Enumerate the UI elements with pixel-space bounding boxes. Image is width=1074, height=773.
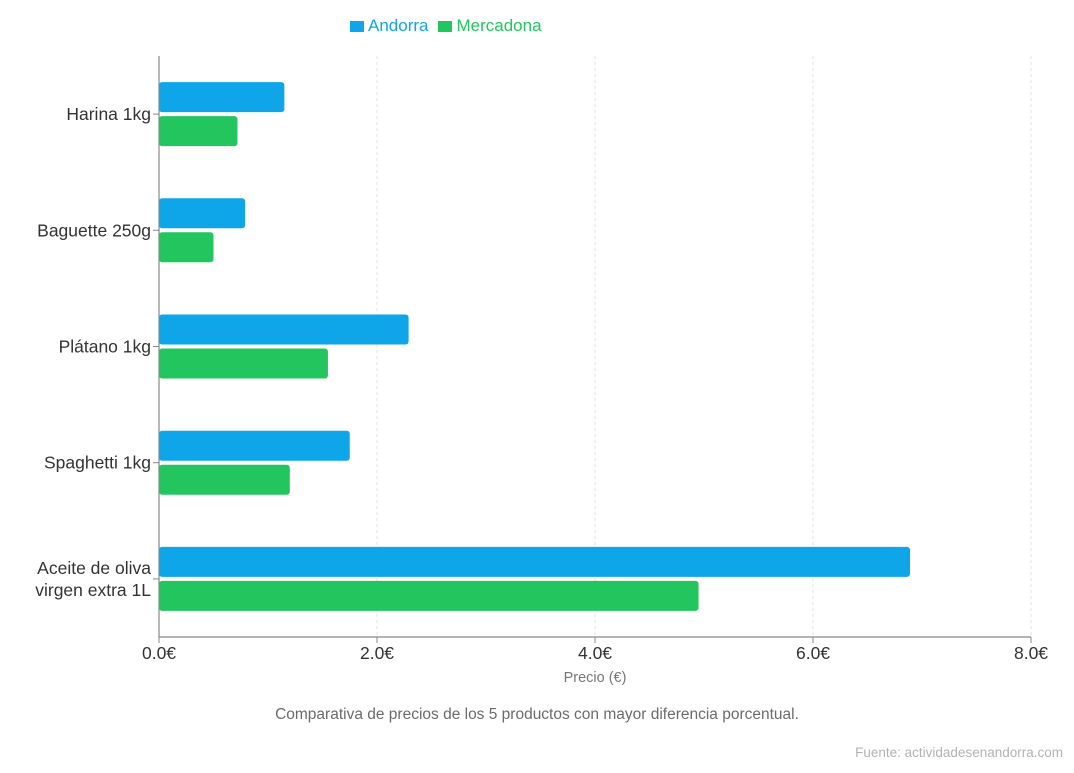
x-axis-title: Precio (€) xyxy=(564,670,627,686)
chart-caption: Comparativa de precios de los 5 producto… xyxy=(275,706,799,723)
x-tick-label: 0.0€ xyxy=(142,643,176,663)
x-tick-label: 6.0€ xyxy=(796,643,830,663)
category-label: Aceite de oliva xyxy=(37,558,151,578)
category-label: Baguette 250g xyxy=(37,220,151,240)
x-tick-label: 8.0€ xyxy=(1014,643,1048,663)
x-tick-label: 2.0€ xyxy=(360,643,394,663)
legend-label-andorra: Andorra xyxy=(368,16,429,35)
bar-andorra-4 xyxy=(159,546,911,577)
bar-andorra-1 xyxy=(159,198,246,229)
bar-mercadona-3 xyxy=(159,464,290,495)
x-tick-label: 4.0€ xyxy=(578,643,612,663)
legend-item-andorra[interactable]: Andorra xyxy=(350,16,428,36)
legend-label-mercadona: Mercadona xyxy=(456,16,542,35)
bar-andorra-0 xyxy=(159,82,285,113)
bar-mercadona-2 xyxy=(159,348,328,379)
legend: Andorra Mercadona xyxy=(350,16,552,36)
source-note: Fuente: actividadesenandorra.com xyxy=(855,745,1063,760)
legend-item-mercadona[interactable]: Mercadona xyxy=(438,16,542,36)
category-label: Harina 1kg xyxy=(66,104,151,124)
legend-swatch-andorra xyxy=(350,20,364,32)
bar-mercadona-4 xyxy=(159,580,699,611)
category-label: virgen extra 1L xyxy=(35,580,151,600)
bar-chart: Harina 1kg Baguette 250g Plátano 1kg Spaghe… xyxy=(35,56,1048,686)
legend-swatch-mercadona xyxy=(438,20,453,32)
category-label: Spaghetti 1kg xyxy=(44,453,151,473)
bar-mercadona-0 xyxy=(159,116,238,147)
bar-andorra-2 xyxy=(159,314,409,345)
bar-andorra-3 xyxy=(159,430,350,461)
category-label: Plátano 1kg xyxy=(59,337,151,357)
bar-mercadona-1 xyxy=(159,232,214,263)
